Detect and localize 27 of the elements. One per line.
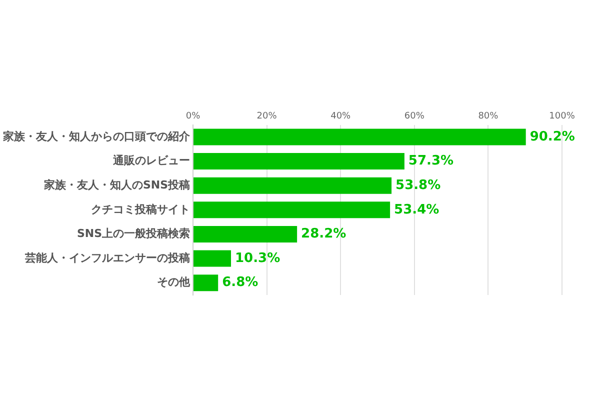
x-tick-label: 100% [549, 112, 576, 122]
data-label: 90.2% [530, 129, 575, 144]
x-tick-label: 80% [478, 112, 499, 122]
bar [194, 202, 390, 218]
y-tick-label: 家族・友人・知人からの口頭での紹介 [2, 130, 191, 143]
bar [194, 226, 298, 242]
y-tick-label: SNS上の一般投稿検索 [76, 227, 190, 240]
y-tick-label: その他 [157, 276, 191, 289]
data-label: 57.3% [408, 154, 454, 169]
x-tick-label: 40% [330, 112, 352, 122]
data-label: 6.8% [222, 275, 258, 290]
bar [194, 250, 232, 267]
x-tick-label: 60% [404, 112, 425, 122]
bar [194, 128, 526, 146]
x-tick-label: 0% [186, 112, 201, 122]
bar [194, 153, 404, 170]
data-label: 10.3% [235, 250, 280, 266]
data-label: 53.8% [396, 178, 441, 193]
y-tick-label: 通販のレビュー [112, 154, 190, 168]
data-label: 53.4% [394, 202, 440, 218]
bar [194, 274, 218, 292]
y-tick-label: クチコミ投稿サイト [91, 202, 190, 216]
y-tick-label: 家族・友人・知人のSNS投稿 [42, 178, 190, 192]
bar [194, 177, 392, 194]
data-label: 28.2% [301, 226, 346, 242]
x-tick-label: 20% [256, 112, 278, 122]
y-tick-label: 芸能人・インフルエンサーの投稿 [24, 251, 190, 264]
